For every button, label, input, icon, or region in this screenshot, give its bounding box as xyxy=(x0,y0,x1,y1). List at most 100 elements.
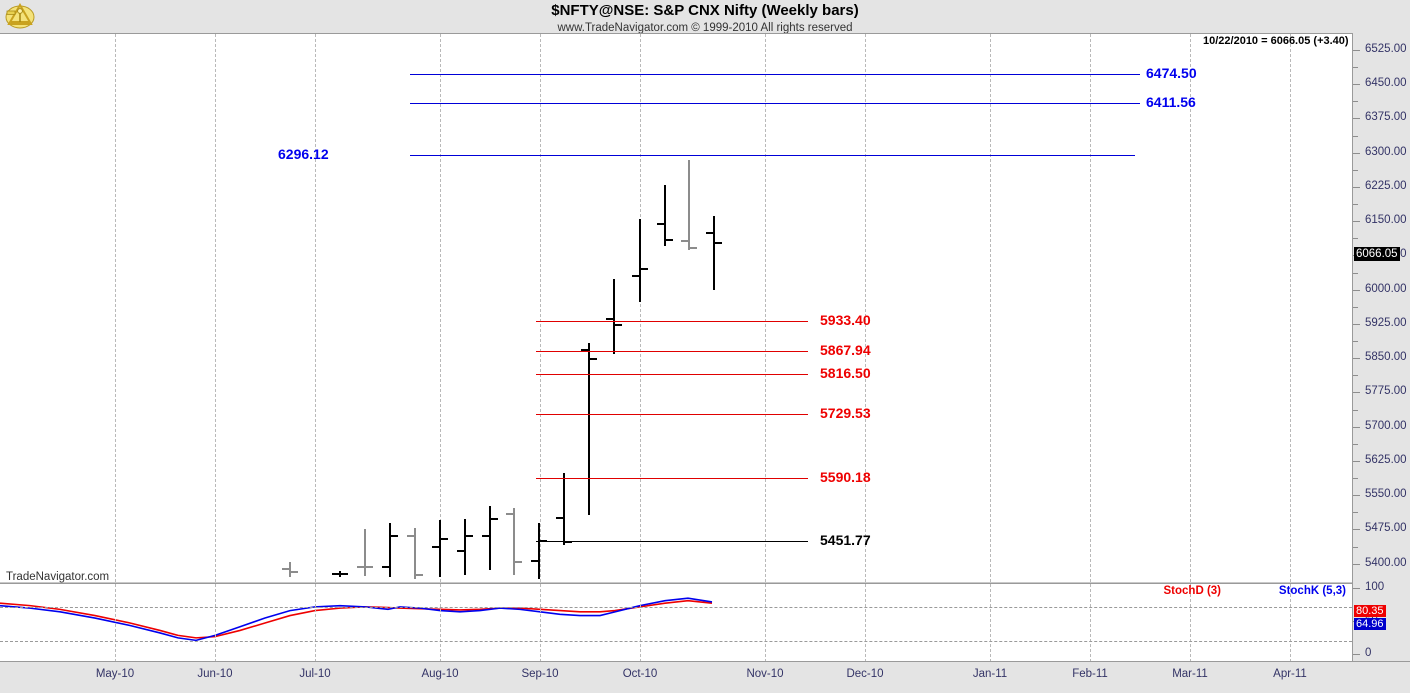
support-5867-94-label[interactable]: 5867.94 xyxy=(820,341,871,358)
gridline-sep-10 xyxy=(540,34,541,582)
support-5451-77-line[interactable] xyxy=(536,541,808,542)
support-5933-40-label[interactable]: 5933.40 xyxy=(820,312,871,329)
price-tick-label: 5625.00 xyxy=(1365,453,1407,466)
price-scale-axis[interactable]: 6525.00 6450.00 6375.00 6300.00 6225.00 6150.… xyxy=(1352,33,1410,661)
stoch-tick-label: 100 xyxy=(1365,581,1385,593)
support-5933-40-line[interactable] xyxy=(536,321,808,323)
support-5816-50-label[interactable]: 5816.50 xyxy=(820,365,871,382)
gridline-feb-11 xyxy=(1090,34,1091,582)
bar-open-tick xyxy=(357,565,364,568)
support-5729-53-label[interactable]: 5729.53 xyxy=(820,405,871,422)
bar-close-tick xyxy=(540,539,547,542)
price-tick-label: 5925.00 xyxy=(1365,316,1407,329)
price-plot-area[interactable]: 6474.50 6411.56 6296.12 5933.40 5867.94 5816.… xyxy=(0,33,1352,583)
price-tick-label: 6375.00 xyxy=(1365,111,1407,124)
bar-range xyxy=(613,279,615,354)
price-tick-label: 6300.00 xyxy=(1365,145,1407,158)
gridline-nov-10 xyxy=(765,34,766,582)
price-minor-tick xyxy=(1353,238,1358,240)
bar-close-tick xyxy=(466,534,473,537)
gridline-jan-11 xyxy=(990,34,991,582)
support-5729-53-line[interactable] xyxy=(536,414,808,416)
support-5867-94-line[interactable] xyxy=(536,350,808,352)
bar-range xyxy=(389,523,391,577)
resistance-6411-56-line[interactable] xyxy=(410,102,1140,104)
price-tick-label: 6525.00 xyxy=(1365,42,1407,55)
price-tick xyxy=(1353,460,1360,462)
bar-open-tick xyxy=(407,534,414,537)
bar-close-tick xyxy=(441,537,448,540)
price-minor-tick xyxy=(1353,375,1358,377)
resistance-6296-12-line[interactable] xyxy=(410,155,1135,157)
bar-close-tick xyxy=(715,241,722,244)
price-minor-tick xyxy=(1353,67,1358,69)
bar-range xyxy=(664,185,666,247)
price-minor-tick xyxy=(1353,443,1358,445)
bar-range xyxy=(339,571,341,577)
bar-range xyxy=(713,216,715,291)
gridline-mar-11 xyxy=(1190,584,1191,662)
price-tick xyxy=(1353,529,1360,531)
bar-range xyxy=(364,529,366,576)
stochk-legend-label[interactable]: StochK (5,3) xyxy=(1278,585,1346,597)
bar-open-tick xyxy=(556,516,563,519)
stochd-value-badge: 80.35 xyxy=(1354,605,1386,617)
bar-open-tick xyxy=(606,318,613,321)
gridline-jul-10 xyxy=(315,584,316,662)
bar-close-tick xyxy=(515,560,522,563)
bar-close-tick xyxy=(690,246,697,249)
price-tick xyxy=(1353,49,1360,51)
price-minor-tick xyxy=(1353,169,1358,171)
price-tick-label: 5475.00 xyxy=(1365,522,1407,535)
price-minor-tick xyxy=(1353,546,1358,548)
bar-range xyxy=(563,473,565,545)
last-quote-readout: 10/22/2010 = 6066.05 (+3.40) xyxy=(1203,35,1349,47)
support-5451-77-label[interactable]: 5451.77 xyxy=(820,532,871,548)
price-minor-tick xyxy=(1353,204,1358,206)
bar-open-tick xyxy=(457,549,464,552)
date-tick-mar-11: Mar-11 xyxy=(1172,668,1208,680)
bar-open-tick xyxy=(581,349,588,352)
price-tick-label: 5400.00 xyxy=(1365,556,1407,569)
date-tick-aug-10: Aug-10 xyxy=(421,668,459,680)
bar-open-tick xyxy=(681,239,688,242)
bar-close-tick xyxy=(641,267,648,270)
stoch-level-80-line xyxy=(0,607,1352,608)
price-tick xyxy=(1353,323,1360,325)
price-minor-tick xyxy=(1353,306,1358,308)
copyright-subtitle: www.TradeNavigator.com © 1999-2010 All r… xyxy=(557,22,853,34)
resistance-6474-50-label[interactable]: 6474.50 xyxy=(1146,64,1197,81)
resistance-6474-50-line[interactable] xyxy=(410,73,1140,75)
date-axis[interactable]: May-10 Jun-10 Jul-10 Aug-10 Sep-10 Oct-10 Nov-… xyxy=(0,661,1410,693)
price-tick xyxy=(1353,118,1360,120)
gridline-apr-11 xyxy=(1290,584,1291,662)
support-5590-18-label[interactable]: 5590.18 xyxy=(820,468,871,485)
support-5590-18-line[interactable] xyxy=(536,477,808,479)
date-tick-jul-10: Jul-10 xyxy=(299,668,331,680)
stochastic-plot-area[interactable]: StochD (3) StochK (5,3) xyxy=(0,583,1352,662)
price-tick-label: 5850.00 xyxy=(1365,351,1407,364)
bar-range xyxy=(639,218,641,303)
price-minor-tick xyxy=(1353,341,1358,343)
resistance-6296-12-label[interactable]: 6296.12 xyxy=(278,146,329,163)
support-5816-50-line[interactable] xyxy=(536,374,808,376)
price-tick-label: 6225.00 xyxy=(1365,179,1407,192)
gridline-may-10 xyxy=(115,584,116,662)
stochd-legend-label[interactable]: StochD (3) xyxy=(1163,585,1222,597)
stochk-line xyxy=(0,597,713,642)
price-tick-label: 5550.00 xyxy=(1365,488,1407,501)
price-tick xyxy=(1353,221,1360,223)
price-minor-tick xyxy=(1353,478,1358,480)
date-tick-dec-10: Dec-10 xyxy=(846,668,884,680)
stoch-tick-label: 0 xyxy=(1365,647,1372,659)
stoch-tick xyxy=(1353,654,1360,655)
resistance-6411-56-label[interactable]: 6411.56 xyxy=(1146,93,1196,110)
bar-open-tick xyxy=(482,535,489,538)
gridline-apr-11 xyxy=(1290,34,1291,582)
price-tick-label: 5700.00 xyxy=(1365,419,1407,432)
last-price-badge: 6066.05 xyxy=(1354,247,1400,261)
bar-range xyxy=(414,527,416,579)
bar-range xyxy=(489,505,491,571)
gridline-nov-10 xyxy=(765,584,766,662)
